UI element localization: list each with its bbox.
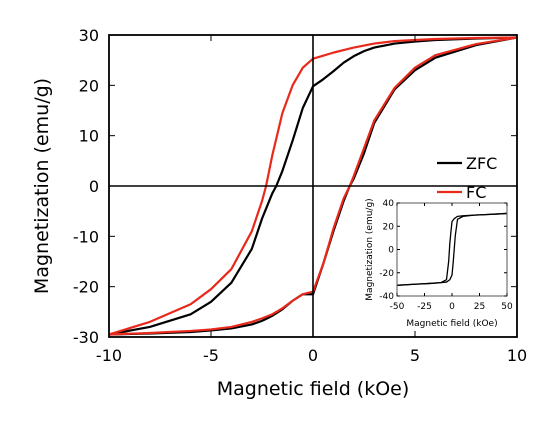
main-y-tick-label: -30 xyxy=(73,328,99,347)
main-y-tick-label: -10 xyxy=(73,227,99,246)
inset-y-tick-label: -20 xyxy=(379,269,394,279)
main-y-tick-label: 30 xyxy=(79,26,99,45)
main-zfc-descending-branch xyxy=(108,36,518,336)
inset-y-tick-label: 20 xyxy=(383,222,395,232)
main-y-axis-title: Magnetization (emu/g) xyxy=(31,78,53,294)
inset-x-tick-label: 50 xyxy=(501,302,513,312)
inset-background xyxy=(397,203,507,296)
inset-x-axis-title: Magnetic field (kOe) xyxy=(406,319,497,329)
main-x-axis-title: Magnetic field (kOe) xyxy=(217,378,410,400)
inset-x-tick-label: 0 xyxy=(449,302,455,312)
main-x-tick-label: 0 xyxy=(308,346,318,365)
inset-x-tick-label: 25 xyxy=(474,302,485,312)
inset-y-tick-label: 0 xyxy=(388,246,394,256)
inset-y-tick-label: -40 xyxy=(379,292,394,302)
main-y-tick-label: 10 xyxy=(79,127,99,146)
main-x-tick-label: -5 xyxy=(203,346,219,365)
main-fc-descending-branch xyxy=(108,36,518,336)
legend-label-fc: FC xyxy=(466,183,486,202)
main-x-tick-label: 5 xyxy=(410,346,420,365)
inset-y-axis-title: Magnetization (emu/g) xyxy=(365,198,375,300)
main-y-tick-label: 20 xyxy=(79,76,99,95)
inset-x-tick-label: -25 xyxy=(417,302,432,312)
inset-series-0-ascending-branch xyxy=(396,212,508,286)
main-x-tick-label: -10 xyxy=(96,346,122,365)
inset-plot: -50 -25 0 25 50 -40 -20 0 20 40 Magnetic field (kO… xyxy=(365,198,513,329)
inset-y-tick-label: 40 xyxy=(383,199,395,209)
legend-label-zfc: ZFC xyxy=(466,154,497,173)
main-y-tick-label: -20 xyxy=(73,278,99,297)
main-x-tick-label: 10 xyxy=(507,346,527,365)
main-y-tick-label: 0 xyxy=(89,177,99,196)
inset-x-tick-label: -50 xyxy=(390,302,405,312)
legend: ZFC FC xyxy=(437,154,497,202)
main-fc-ascending-branch xyxy=(108,36,518,336)
